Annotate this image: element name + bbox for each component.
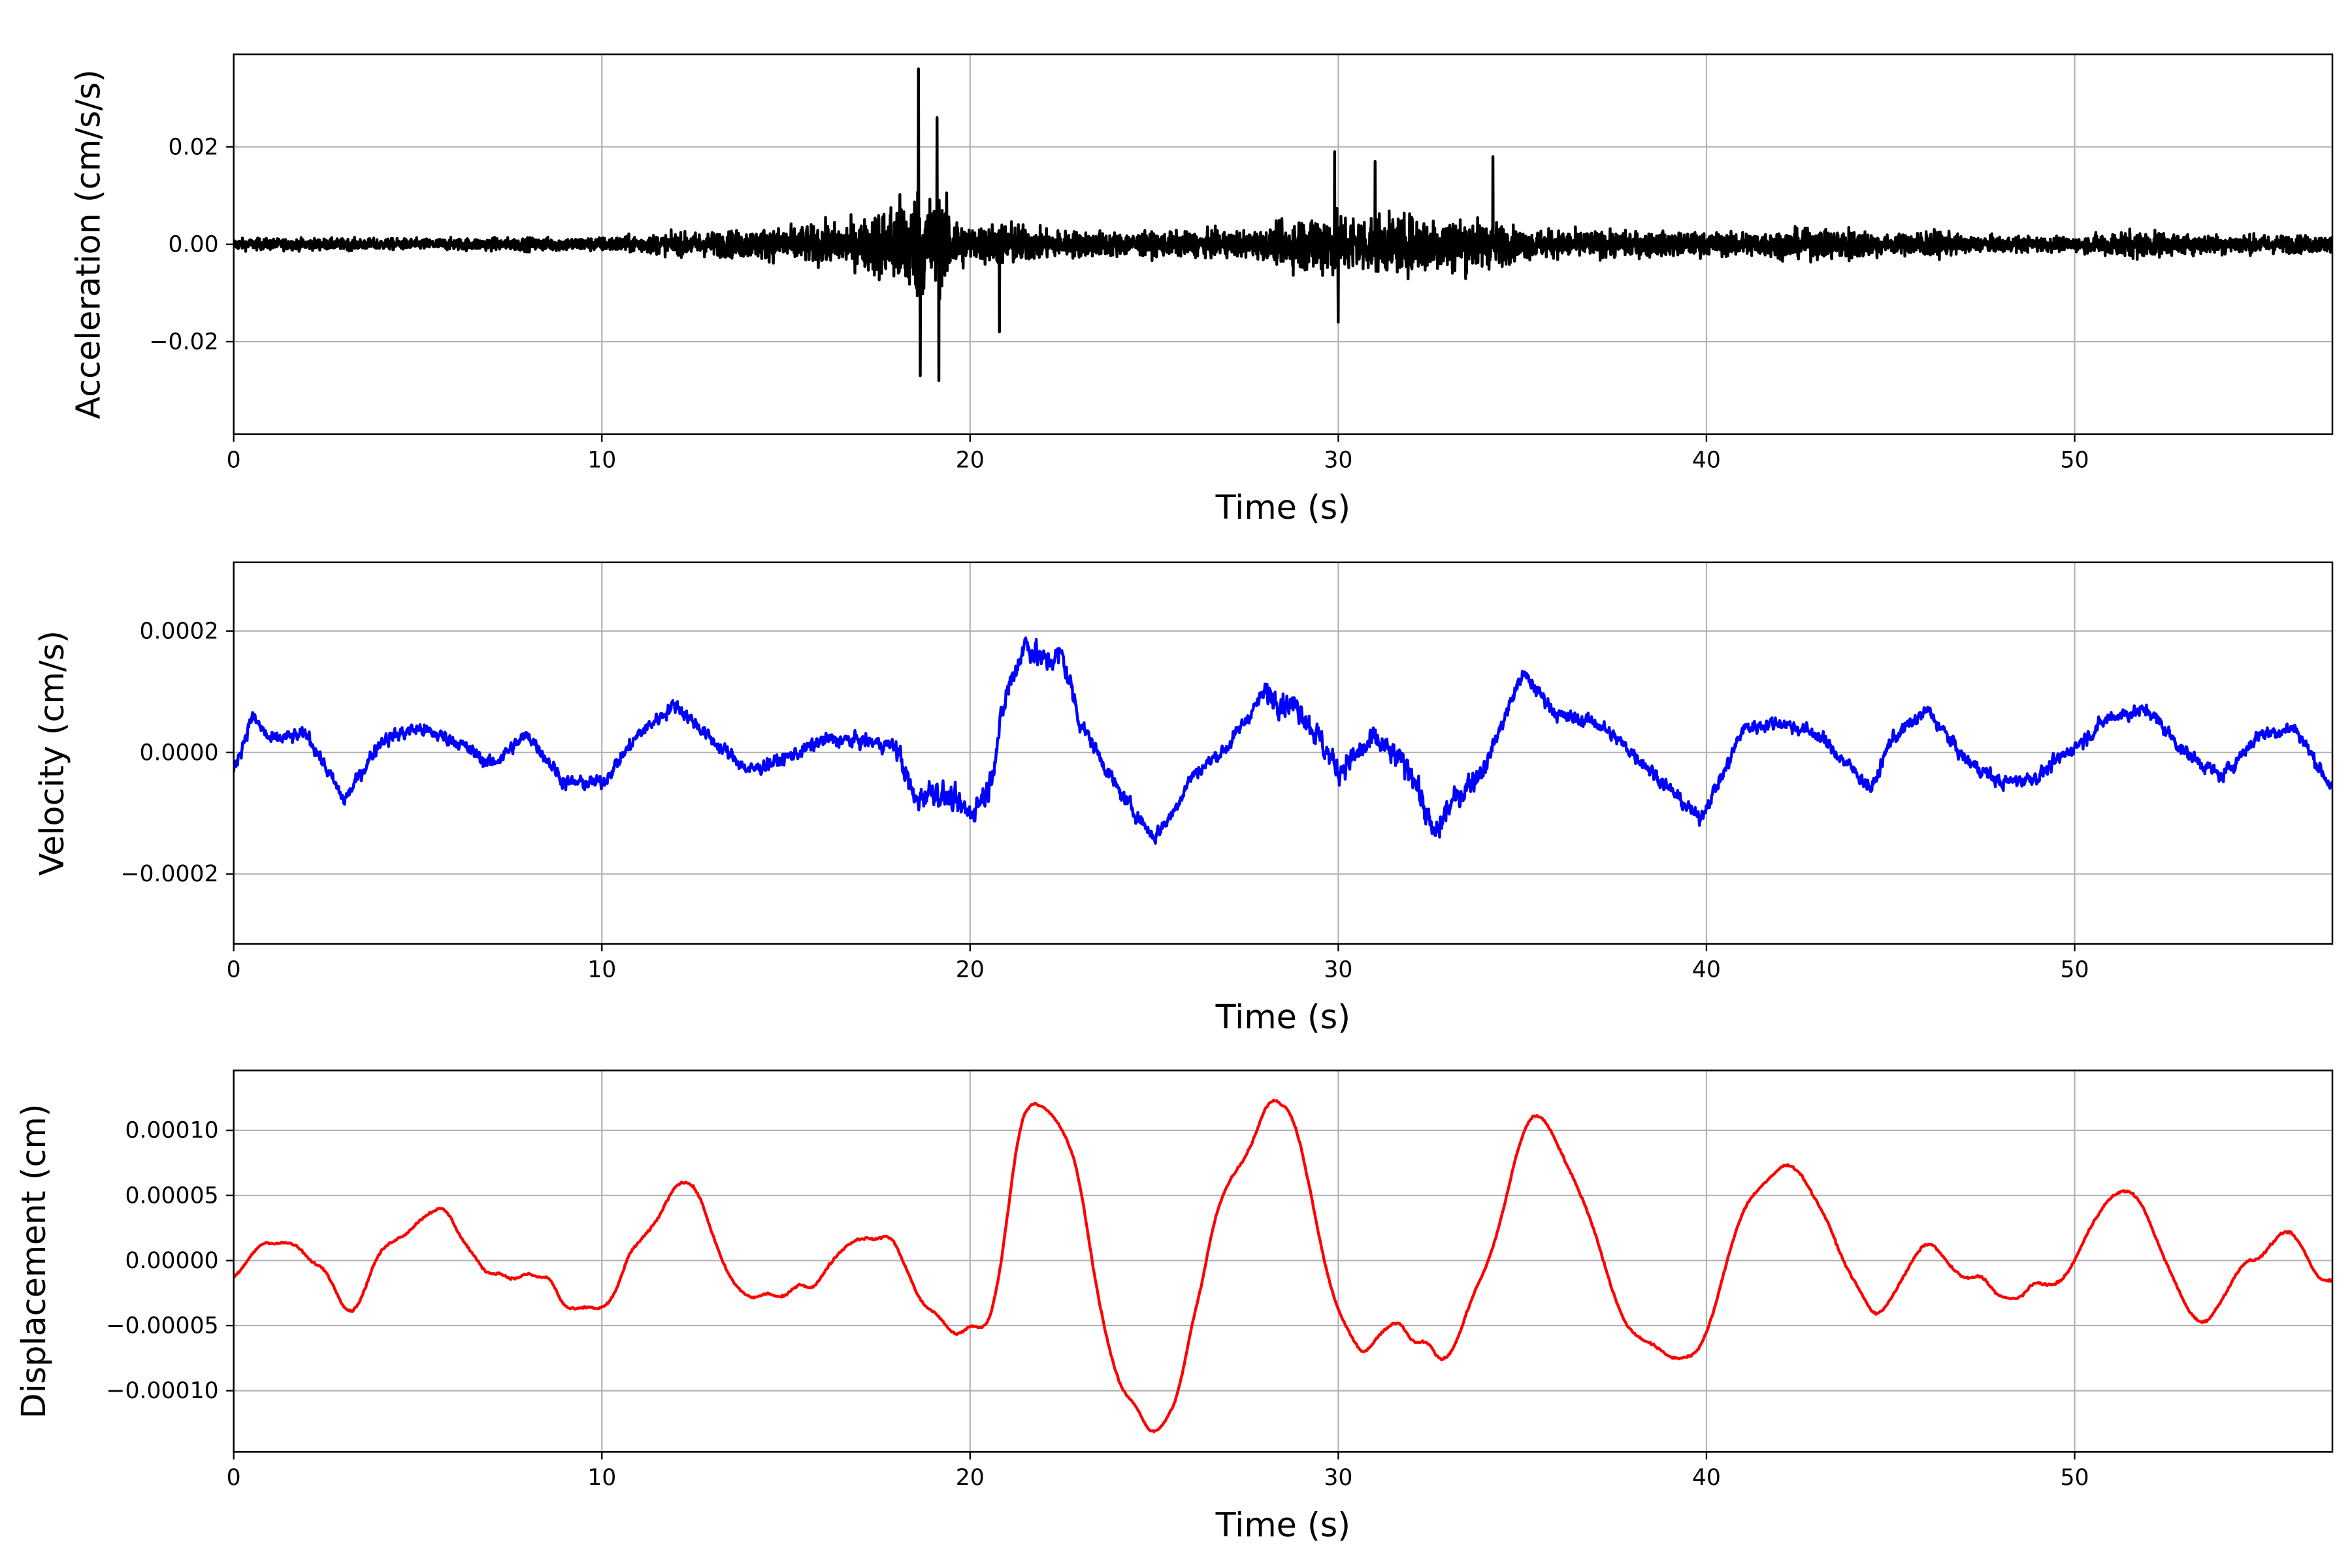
y-tick-label: −0.00010 bbox=[106, 1378, 218, 1404]
x-tick-label: 40 bbox=[1692, 1465, 1721, 1491]
y-tick-label: −0.02 bbox=[150, 329, 219, 355]
velocity-series-line bbox=[233, 636, 2332, 845]
x-tick-label: 40 bbox=[1692, 956, 1721, 983]
x-axis-label: Time (s) bbox=[1215, 1506, 1350, 1544]
velocity-panel: 0 10 20 30 40 50 −0.0002 0.0000 0.0002 Time (s) Ve… bbox=[33, 561, 2334, 1036]
x-axis-label: Time (s) bbox=[1215, 488, 1350, 527]
x-tick-label: 10 bbox=[587, 447, 616, 473]
x-axis-label: Time (s) bbox=[1215, 998, 1350, 1036]
y-tick-label: 0.00 bbox=[169, 231, 219, 257]
acceleration-panel: 0 10 20 30 40 50 −0.02 0.00 0.02 Time (s) Accelera… bbox=[69, 53, 2334, 527]
y-tick-label: 0.0002 bbox=[140, 618, 219, 644]
x-tick-label: 30 bbox=[1324, 956, 1352, 983]
displacement-panel: 0 10 20 30 40 50 −0.00010 −0.00005 0.00000 0.0000… bbox=[14, 1070, 2334, 1544]
y-tick-label: 0.02 bbox=[169, 134, 219, 160]
x-tick-label: 50 bbox=[2060, 447, 2089, 473]
y-tick-label: 0.0000 bbox=[140, 740, 219, 766]
x-tick-label: 40 bbox=[1692, 447, 1721, 473]
x-tick-label: 20 bbox=[956, 1465, 985, 1491]
x-tick-label: 0 bbox=[227, 1465, 241, 1491]
y-tick-label: 0.00010 bbox=[125, 1118, 218, 1144]
x-tick-label: 0 bbox=[227, 956, 241, 983]
y-tick-label: −0.00005 bbox=[106, 1313, 218, 1339]
x-tick-label: 10 bbox=[587, 1465, 616, 1491]
y-tick-label: −0.0002 bbox=[121, 861, 219, 887]
x-tick-label: 30 bbox=[1324, 1465, 1352, 1491]
displacement-series-line bbox=[233, 1098, 2332, 1433]
x-tick-label: 0 bbox=[227, 447, 241, 473]
y-axis-label: Acceleration (cm/s/s) bbox=[69, 69, 107, 419]
acceleration-series-line bbox=[233, 67, 2332, 382]
x-tick-label: 20 bbox=[956, 447, 985, 473]
y-tick-label: 0.00005 bbox=[125, 1183, 218, 1209]
x-tick-label: 30 bbox=[1324, 447, 1352, 473]
x-tick-label: 10 bbox=[587, 956, 616, 983]
y-axis-label: Displacement (cm) bbox=[14, 1103, 53, 1418]
y-axis-label: Velocity (cm/s) bbox=[33, 630, 71, 876]
x-tick-label: 50 bbox=[2060, 1465, 2089, 1491]
x-tick-label: 50 bbox=[2060, 956, 2089, 983]
x-tick-label: 20 bbox=[956, 956, 985, 983]
y-tick-label: 0.00000 bbox=[125, 1248, 218, 1274]
